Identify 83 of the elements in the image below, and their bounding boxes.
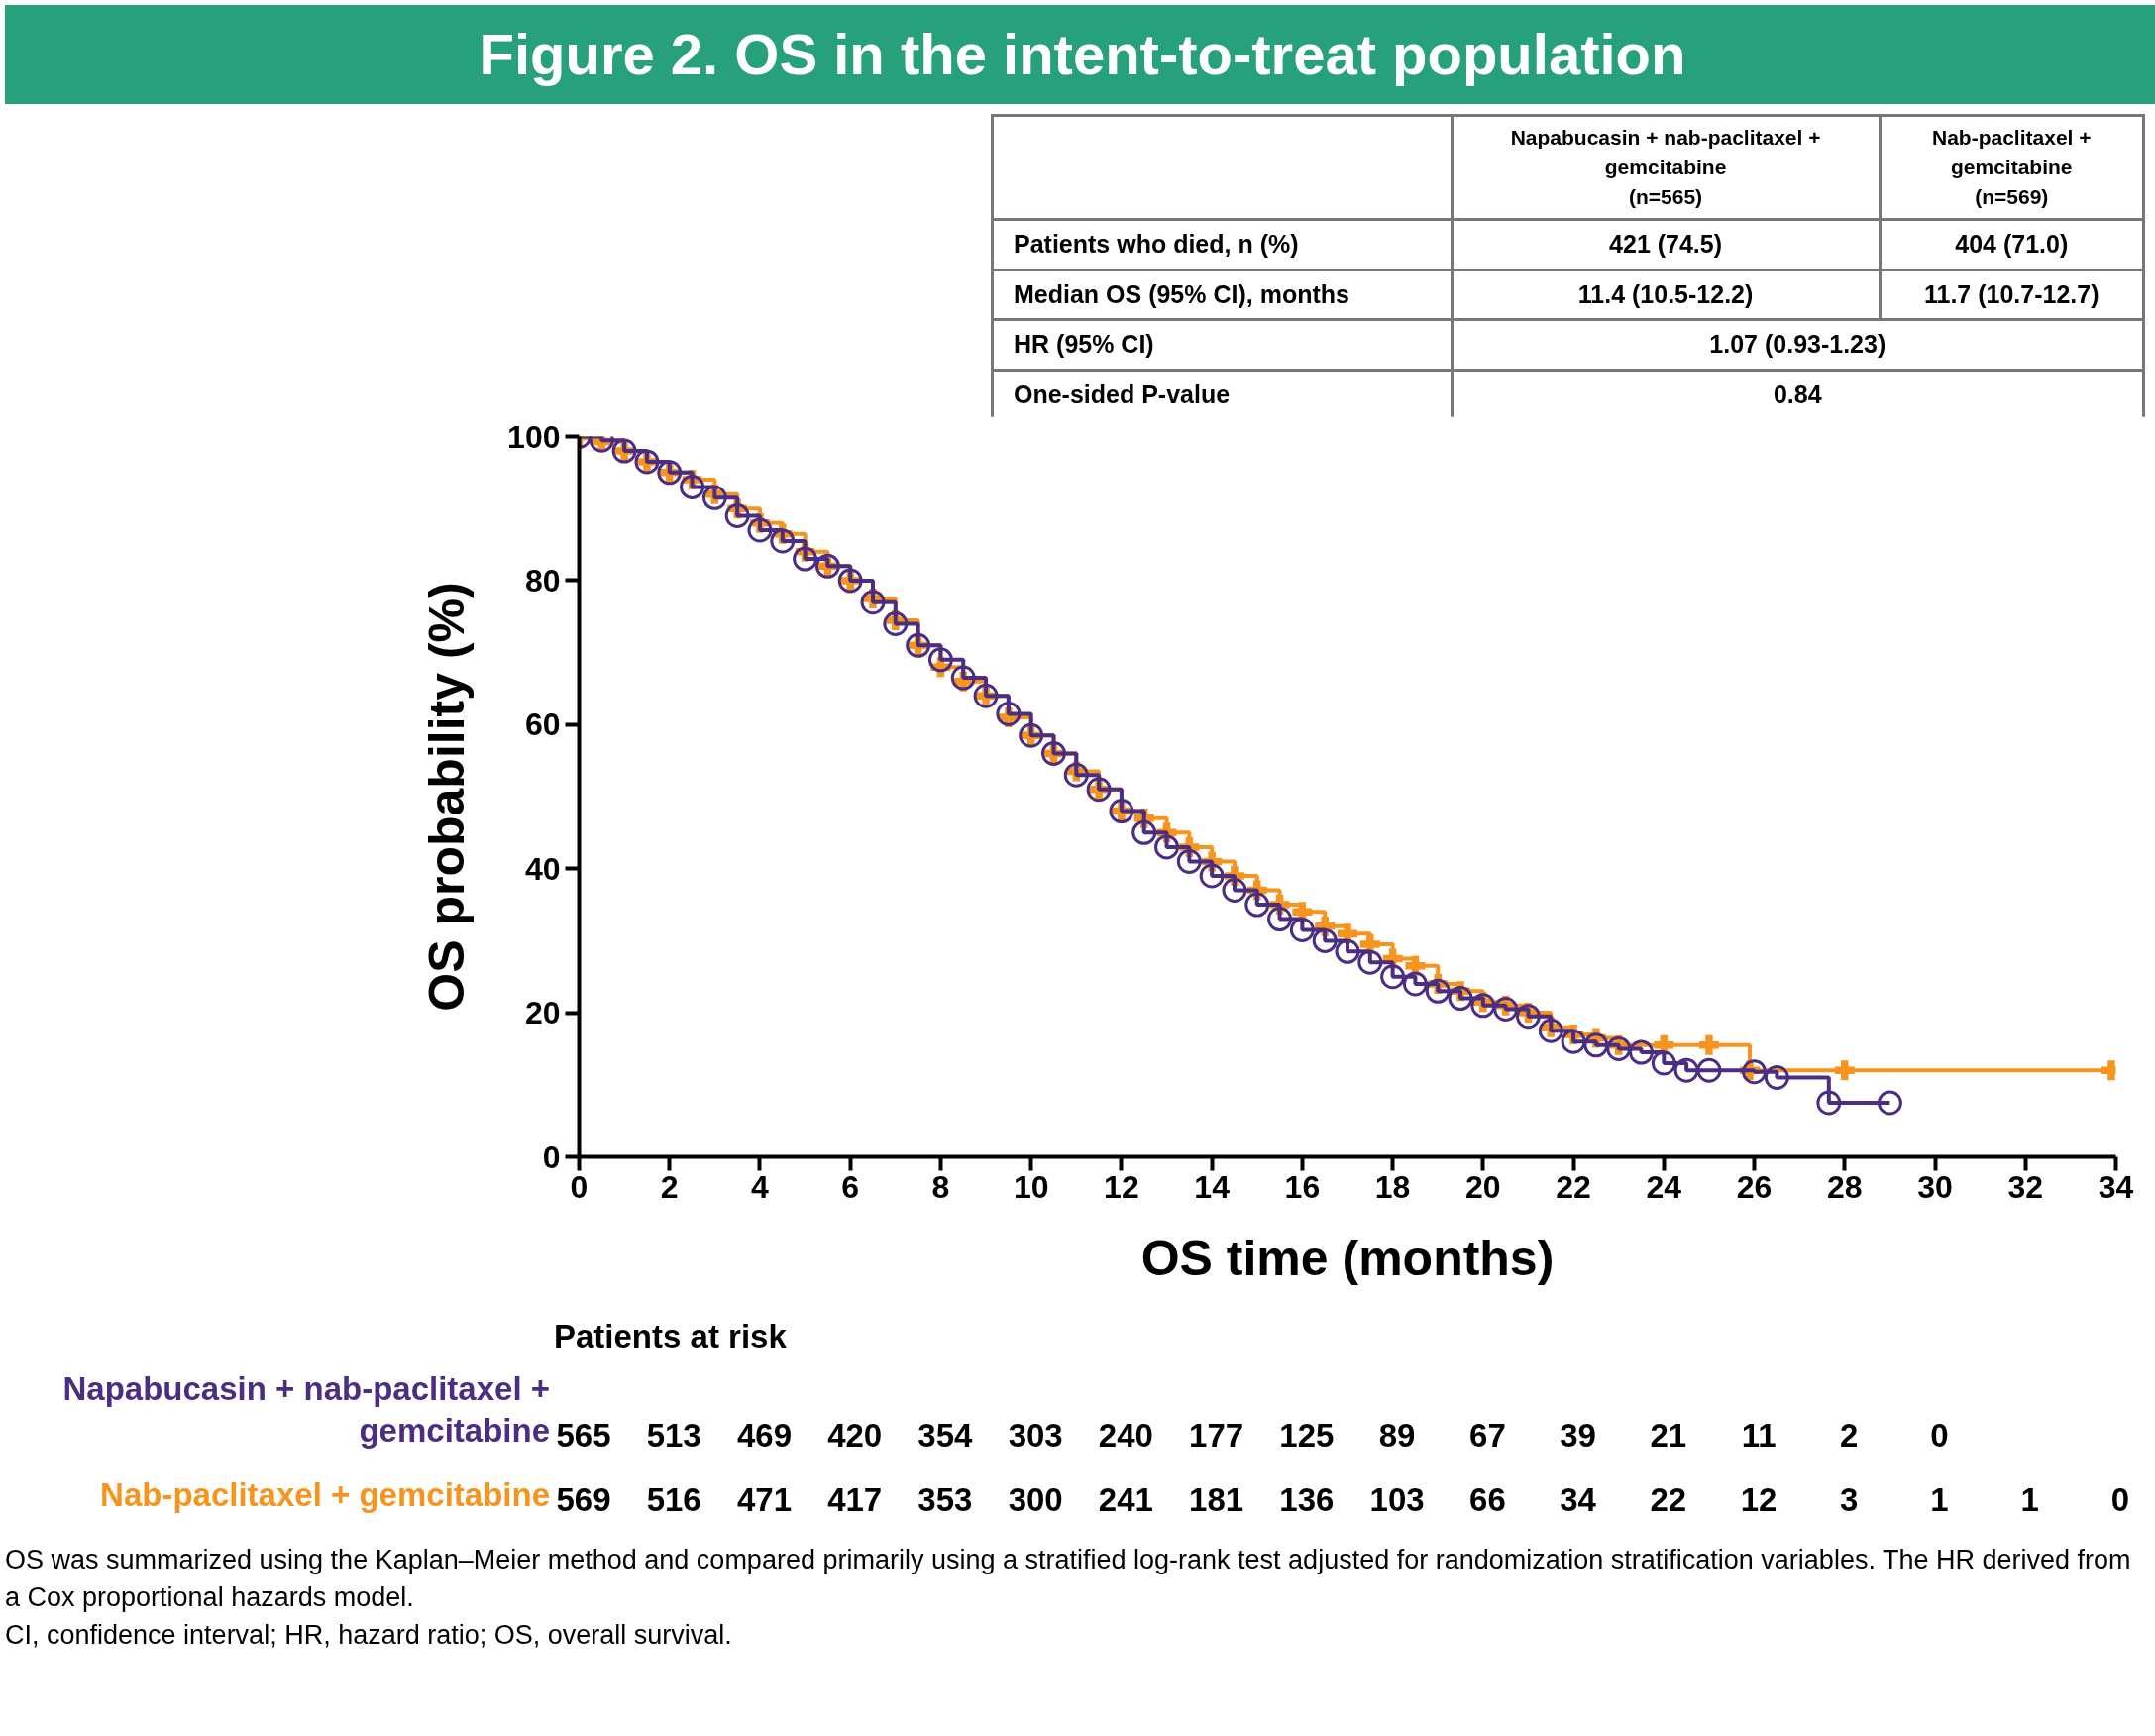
text: Napabucasin + nab-paclitaxel + gemcitabine bbox=[62, 1369, 550, 1451]
point bbox=[680, 474, 705, 499]
point bbox=[1538, 1018, 1563, 1043]
point bbox=[1289, 918, 1315, 942]
text: 565 513 469 420 354 303 240 177 125 89 67 39 21 11 2 0 bbox=[556, 1417, 1949, 1454]
x-axis-title: OS time (months) bbox=[1140, 1230, 1555, 1286]
point bbox=[1380, 964, 1406, 990]
point bbox=[1493, 996, 1519, 1022]
point bbox=[701, 485, 727, 510]
text: Patients who died, n (%) 421 (74.5) 404 (71.0) bbox=[1014, 230, 2069, 258]
point bbox=[996, 701, 1022, 726]
point bbox=[1561, 1029, 1586, 1054]
point bbox=[927, 647, 953, 673]
point bbox=[1651, 1050, 1676, 1076]
point bbox=[1063, 762, 1089, 788]
text: HR (95% CI) 1.07 (0.93-1.23) bbox=[1014, 330, 1886, 359]
point bbox=[950, 665, 976, 691]
text: Napabucasin + nab-paclitaxel + gemcitabine (n=565) Nab-paclitaxel + gemcitabine (n=569) bbox=[1510, 126, 2092, 208]
point bbox=[1312, 927, 1338, 953]
point bbox=[1222, 878, 1247, 903]
point bbox=[860, 590, 886, 615]
text: CI, confidence interval; HR, hazard ratio; OS, overall survival. bbox=[5, 1620, 732, 1650]
point bbox=[1448, 986, 1473, 1012]
y-tick-label: 40 bbox=[524, 850, 561, 887]
point bbox=[1877, 1090, 1902, 1116]
point bbox=[1742, 1059, 1768, 1085]
point bbox=[1629, 1039, 1655, 1065]
x-tick-label: 16 bbox=[1284, 1168, 1321, 1205]
y-tick-label: 0 bbox=[542, 1139, 561, 1175]
x-tick-label: 26 bbox=[1736, 1168, 1773, 1205]
x-tick-label: 10 bbox=[1013, 1168, 1049, 1205]
x-tick-label: 20 bbox=[1465, 1168, 1501, 1205]
point bbox=[883, 611, 909, 636]
y-axis-title: OS probability (%) bbox=[419, 582, 476, 1012]
chart-title: Figure 2. OS in the intent-to-treat population bbox=[479, 21, 1686, 88]
point bbox=[1267, 907, 1293, 932]
x-tick-label: 2 bbox=[660, 1168, 679, 1205]
text: 569 516 471 417 353 300 241 181 136 103 66 34 22 12 3 1 1 0 bbox=[556, 1481, 2130, 1518]
point bbox=[1816, 1090, 1842, 1116]
point bbox=[1698, 1034, 1719, 1055]
point bbox=[724, 502, 750, 528]
point bbox=[1470, 993, 1496, 1019]
point bbox=[1244, 892, 1270, 918]
x-tick-label: 24 bbox=[1646, 1168, 1682, 1205]
point bbox=[1696, 1057, 1722, 1083]
text: OS was summarized using the Kaplan–Meier method and compared primarily using a stratified log-rank test adjusted for randomization stratification variables. The HR derived from a Cox proportional hazards model. bbox=[5, 1545, 2131, 1612]
x-tick-label: 22 bbox=[1556, 1168, 1591, 1205]
point bbox=[1131, 819, 1157, 845]
text: Median OS (95% CI), months 11.4 (10.5-12.2) 11.7 (10.7-12.7) bbox=[1014, 279, 2100, 308]
y-tick-label: 20 bbox=[524, 995, 561, 1031]
x-tick-label: 6 bbox=[841, 1168, 860, 1205]
point bbox=[1515, 1004, 1541, 1030]
x-tick-label: 4 bbox=[751, 1168, 770, 1205]
point bbox=[1357, 949, 1383, 975]
point bbox=[1425, 978, 1451, 1004]
point bbox=[1606, 1035, 1632, 1061]
point bbox=[1834, 1060, 1855, 1081]
point bbox=[1154, 834, 1180, 860]
x-tick-label: 18 bbox=[1374, 1168, 1411, 1205]
y-tick-label: 80 bbox=[524, 562, 561, 598]
x-tick-label: 12 bbox=[1104, 1168, 1139, 1205]
x-tick-label: 8 bbox=[931, 1168, 950, 1205]
y-tick-label: 100 bbox=[507, 418, 561, 455]
point bbox=[1176, 848, 1202, 874]
text: Patients at risk bbox=[554, 1317, 787, 1356]
y-tick-label: 60 bbox=[524, 706, 561, 743]
x-tick-label: 30 bbox=[1917, 1168, 1953, 1205]
x-tick-label: 34 bbox=[2098, 1168, 2134, 1205]
point bbox=[1402, 971, 1428, 997]
x-tick-label: 14 bbox=[1194, 1168, 1231, 1205]
text: Nab-paclitaxel + gemcitabine bbox=[100, 1475, 550, 1515]
x-tick-label: 32 bbox=[2007, 1168, 2044, 1205]
point bbox=[793, 546, 818, 572]
point bbox=[1764, 1065, 1789, 1091]
text: One-sided P-value 0.84 bbox=[1014, 380, 1822, 409]
point bbox=[1673, 1057, 1699, 1083]
point bbox=[1199, 863, 1225, 889]
x-tick-label: 28 bbox=[1827, 1168, 1863, 1205]
point bbox=[1335, 938, 1360, 964]
point bbox=[1583, 1032, 1609, 1058]
point bbox=[770, 528, 796, 554]
x-tick-label: 0 bbox=[570, 1168, 589, 1205]
point bbox=[747, 517, 773, 543]
